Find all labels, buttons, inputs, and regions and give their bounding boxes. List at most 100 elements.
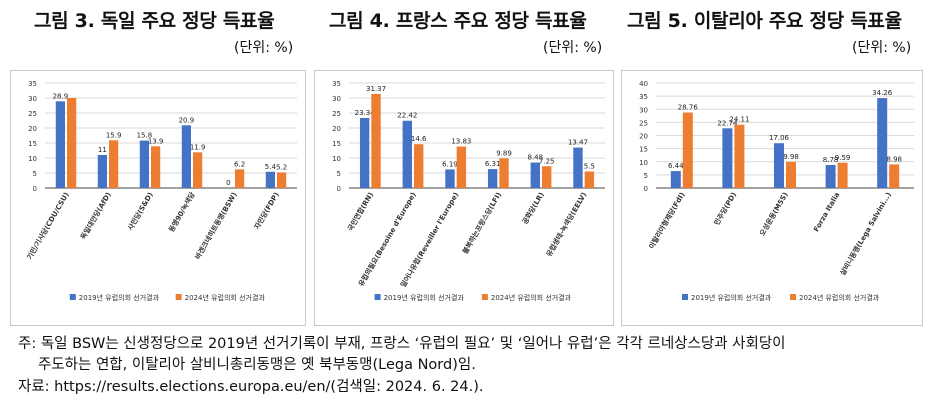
italy-category-label: Forza Italia bbox=[812, 191, 841, 234]
germany-category-label: 자민당(FDP) bbox=[252, 191, 281, 231]
italy-data-label: 8.78 bbox=[823, 156, 839, 164]
germany-bar-2019 bbox=[97, 155, 107, 188]
italy-data-label: 9.98 bbox=[783, 153, 799, 161]
italy-bar-2024 bbox=[837, 162, 848, 188]
france-data-label: 9.89 bbox=[496, 149, 512, 157]
france-bar-2019 bbox=[445, 169, 455, 188]
italy-category-label: 이탈리아형제당(FdI) bbox=[647, 191, 687, 251]
germany-bar-2024 bbox=[151, 146, 161, 188]
italy-data-label: 8.98 bbox=[886, 155, 902, 163]
germany-legend-label: 2024년 유럽의회 선거결과 bbox=[185, 293, 266, 302]
italy-ytick-label: 20 bbox=[639, 133, 648, 141]
germany-ytick-label: 25 bbox=[28, 110, 37, 118]
germany-legend-swatch-2019 bbox=[69, 294, 76, 300]
italy-legend-label: 2024년 유럽의회 선거결과 bbox=[799, 293, 880, 302]
chart-italy-svg: 0 5 10 15 20 25 30 35 40 6.44 28.76 이탈리아형제당(FdI) 22.… bbox=[639, 80, 914, 302]
france-legend-label: 2024년 유럽의회 선거결과 bbox=[491, 293, 572, 302]
germany-bar-2024 bbox=[277, 172, 287, 188]
france-category-label: 유럽생태-녹색당(EELV) bbox=[544, 191, 588, 259]
france-bar-2024 bbox=[542, 166, 552, 188]
france-data-label: 23.34 bbox=[355, 109, 376, 117]
chart-title-france: 그림 4. 프랑스 주요 정당 득표율 bbox=[329, 10, 587, 32]
italy-bar-2019 bbox=[722, 128, 733, 188]
france-data-label: 31.37 bbox=[366, 85, 386, 93]
germany-ytick-label: 0 bbox=[33, 185, 37, 193]
germany-data-label: 0 bbox=[226, 179, 230, 187]
france-legend-label: 2019년 유럽의회 선거결과 bbox=[384, 293, 465, 302]
france-bar-2024 bbox=[456, 146, 467, 188]
italy-ytick-label: 10 bbox=[639, 159, 648, 167]
italy-bar-2024 bbox=[682, 112, 693, 188]
germany-category-label: 독일대안당(AfD) bbox=[79, 191, 113, 241]
germany-bar-2019 bbox=[181, 125, 191, 188]
france-ytick-label: 15 bbox=[332, 140, 341, 148]
chart-germany: 0 5 10 15 20 25 30 35 28.9 기민/기사당(CDU/CSU) 11 15.9 독… bbox=[10, 70, 306, 326]
germany-legend-label: 2019년 유럽의회 선거결과 bbox=[79, 293, 160, 302]
italy-ytick-label: 30 bbox=[639, 106, 648, 114]
germany-data-label: 15.9 bbox=[106, 131, 122, 139]
germany-data-label: 13.9 bbox=[148, 137, 164, 145]
italy-data-label: 17.06 bbox=[769, 134, 790, 142]
france-ytick-label: 25 bbox=[332, 110, 341, 118]
germany-category-label: 기민/기사당(CDU/CSU) bbox=[25, 191, 71, 262]
france-ytick-label: 0 bbox=[337, 185, 341, 193]
chart-italy: 0 5 10 15 20 25 30 35 40 6.44 28.76 이탈리아형제당(FdI) 22.… bbox=[621, 70, 923, 326]
unit-label-italy: (단위: %) bbox=[852, 40, 912, 56]
germany-category-label: 바겐크네히트동맹(BSW) bbox=[193, 191, 239, 261]
france-bar-2019 bbox=[402, 120, 412, 188]
italy-ytick-label: 35 bbox=[639, 93, 648, 101]
france-legend-swatch-2019 bbox=[374, 294, 381, 300]
france-bar-2024 bbox=[371, 93, 381, 188]
germany-bar-2019 bbox=[139, 140, 149, 188]
germany-bar-2019 bbox=[55, 101, 65, 188]
italy-data-label: 28.76 bbox=[678, 104, 699, 112]
france-data-label: 22.42 bbox=[397, 112, 417, 120]
chart-title-germany: 그림 3. 독일 주요 정당 득표율 bbox=[34, 10, 275, 32]
germany-data-label: 28.9 bbox=[53, 92, 69, 100]
chart-france: 0 5 10 15 20 25 30 35 23.34 31.37 국민연합(RN) 22.42 14.… bbox=[314, 70, 614, 326]
france-bar-2019 bbox=[487, 169, 498, 188]
italy-data-label: 9.59 bbox=[835, 154, 851, 162]
italy-ytick-label: 15 bbox=[639, 146, 648, 154]
germany-ytick-label: 5 bbox=[33, 170, 37, 178]
france-bar-2019 bbox=[530, 162, 540, 188]
unit-label-france: (단위: %) bbox=[543, 40, 603, 56]
germany-bar-2024 bbox=[235, 169, 245, 188]
italy-bar-2019 bbox=[774, 143, 784, 188]
france-ytick-label: 10 bbox=[332, 155, 341, 163]
france-category-label: 국민연합(RN) bbox=[346, 191, 376, 233]
italy-bar-2024 bbox=[889, 164, 900, 188]
italy-ytick-label: 5 bbox=[644, 172, 648, 180]
italy-bar-2024 bbox=[786, 161, 796, 188]
footnote-line-2: 주도하는 연합, 이탈리아 살비니총리동맹은 옛 북부동맹(Lega Nord)… bbox=[38, 357, 476, 373]
france-ytick-label: 30 bbox=[332, 95, 341, 103]
france-bar-2019 bbox=[359, 117, 370, 188]
germany-ytick-label: 20 bbox=[28, 125, 37, 133]
france-bar-2019 bbox=[573, 147, 583, 188]
italy-legend-swatch-2019 bbox=[682, 294, 688, 300]
footnote-line-1: 주: 독일 BSW는 신생정당으로 2019년 선거기록이 부재, 프랑스 ‘유… bbox=[18, 336, 786, 352]
germany-data-label: 20.9 bbox=[179, 116, 195, 124]
italy-category-label: 오성운동(M5S) bbox=[757, 191, 789, 238]
italy-bar-2024 bbox=[734, 124, 745, 188]
france-data-label: 14.6 bbox=[411, 135, 427, 143]
italy-data-label: 24.11 bbox=[729, 116, 749, 124]
germany-category-label: 동맹90/녹색당 bbox=[167, 190, 197, 234]
france-category-label: 공화당(LR) bbox=[520, 191, 546, 226]
germany-data-label: 5.4 bbox=[265, 163, 277, 171]
italy-ytick-label: 25 bbox=[639, 119, 648, 127]
france-ytick-label: 20 bbox=[332, 125, 341, 133]
germany-data-label: 11.9 bbox=[190, 143, 206, 151]
italy-ytick-label: 40 bbox=[639, 80, 648, 88]
italy-bar-2019 bbox=[877, 98, 888, 188]
germany-ytick-label: 15 bbox=[28, 140, 37, 148]
italy-legend-swatch-2024 bbox=[790, 294, 796, 300]
italy-legend-label: 2019년 유럽의회 선거결과 bbox=[691, 293, 772, 302]
france-bar-2024 bbox=[414, 144, 424, 188]
italy-bar-2019 bbox=[670, 171, 681, 188]
france-data-label: 6.19 bbox=[442, 160, 458, 168]
germany-ytick-label: 35 bbox=[28, 80, 37, 88]
france-legend-swatch-2024 bbox=[481, 294, 488, 300]
italy-data-label: 34.26 bbox=[872, 89, 893, 97]
chart-france-svg: 0 5 10 15 20 25 30 35 23.34 31.37 국민연합(RN) 22.42 14.… bbox=[332, 80, 605, 302]
